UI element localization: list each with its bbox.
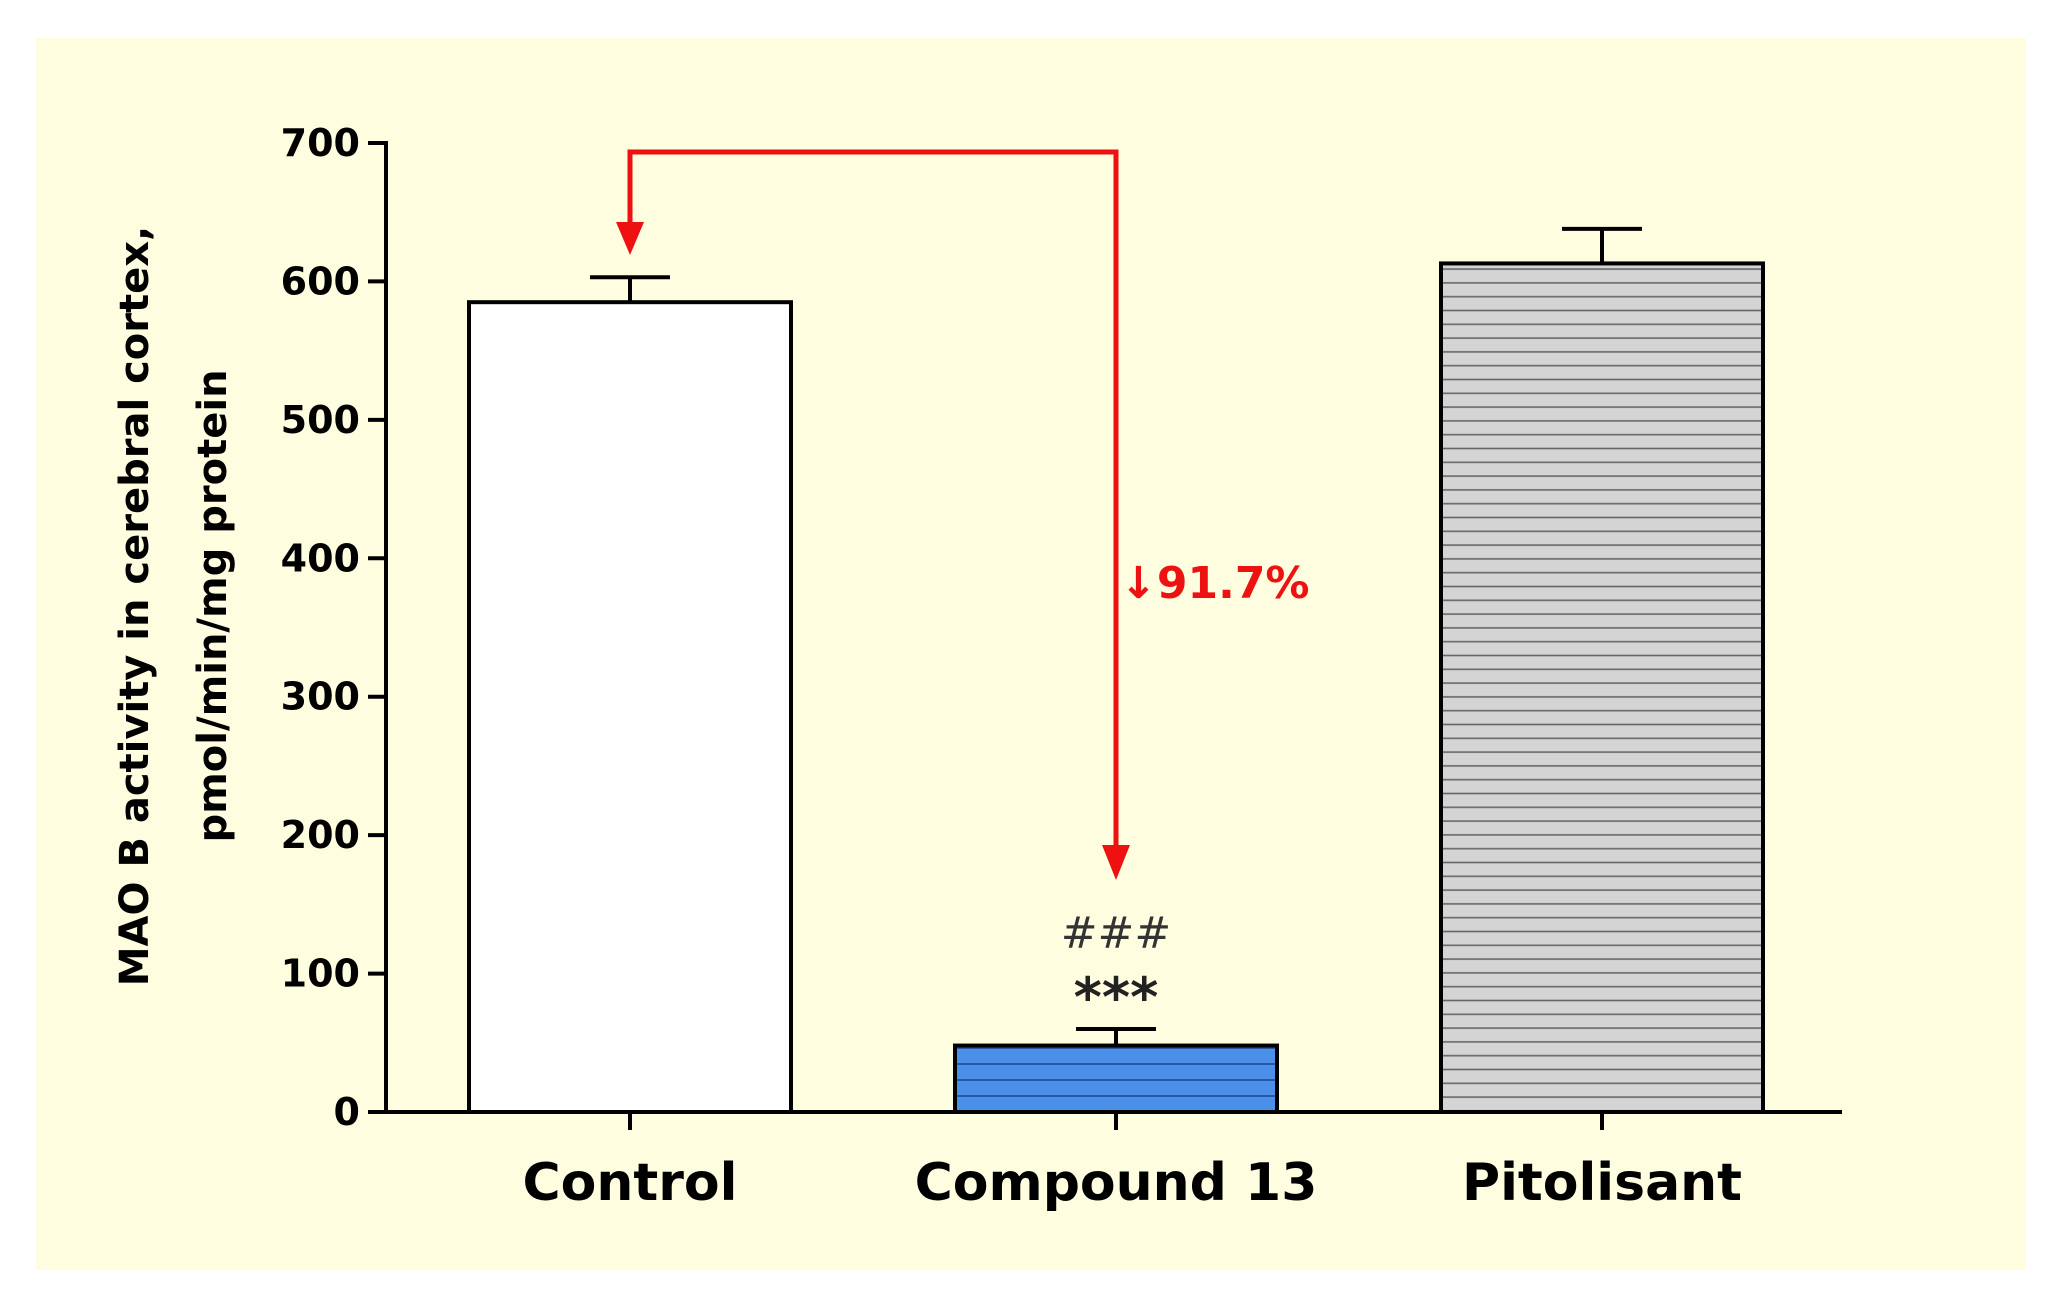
x-tick-label-control: Control (523, 1153, 738, 1213)
significance-stars: *** (1074, 966, 1159, 1029)
bar-control (467, 300, 793, 1114)
y-axis-label-line-2: pmol/min/mg protein (190, 369, 236, 842)
arrowhead-compound (1102, 845, 1130, 880)
y-tick-label: 500 (281, 398, 360, 442)
comparison-bracket (627, 149, 1119, 850)
y-tick-label: 300 (281, 675, 360, 719)
y-tick-label: 700 (281, 121, 360, 165)
y-tick-label: 0 (334, 1090, 360, 1134)
bar-compound-13-hatch (957, 1047, 1275, 1110)
bar-pitolisant-hatch (1443, 265, 1761, 1110)
reduction-label: ↓91.7% (1120, 558, 1310, 609)
significance-hash: ### (1061, 908, 1172, 959)
x-tick-label-pitolisant: Pitolisant (1462, 1153, 1742, 1213)
y-tick-label: 100 (281, 952, 360, 996)
y-tick-label: 200 (281, 813, 360, 857)
x-tick-label-compound-13: Compound 13 (915, 1153, 1318, 1213)
y-tick-label: 600 (281, 259, 360, 303)
arrowhead-control (616, 222, 644, 255)
y-tick-label: 400 (281, 536, 360, 580)
y-axis-label-line-1: MAO B activity in cerebral cortex, (112, 226, 158, 987)
